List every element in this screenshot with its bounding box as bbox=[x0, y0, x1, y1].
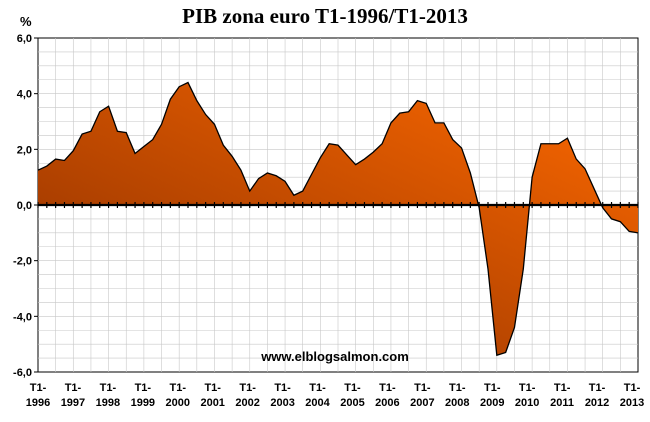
x-tick-label-top: T1- bbox=[65, 382, 82, 394]
x-tick-label-year: 2011 bbox=[550, 397, 574, 409]
x-tick-label-year: 2010 bbox=[515, 397, 539, 409]
x-tick-label-top: T1- bbox=[484, 382, 501, 394]
y-axis-unit-label: % bbox=[20, 14, 32, 29]
x-tick-label-year: 2003 bbox=[270, 397, 294, 409]
x-tick-label-top: T1- bbox=[624, 382, 641, 394]
series-line bbox=[37, 81, 639, 357]
x-tick-label-year: 2007 bbox=[410, 397, 434, 409]
x-tick-label-top: T1- bbox=[309, 382, 326, 394]
y-tick-label: 2,0 bbox=[17, 144, 32, 156]
y-tick-label: 6,0 bbox=[17, 33, 32, 45]
axes bbox=[34, 37, 639, 373]
x-tick-label-year: 2004 bbox=[305, 397, 330, 409]
x-tick-label-top: T1- bbox=[170, 382, 187, 394]
area-fill bbox=[38, 82, 638, 356]
x-tick-label-year: 2006 bbox=[375, 397, 399, 409]
x-tick-label-year: 2012 bbox=[585, 397, 609, 409]
y-tick-label: -2,0 bbox=[13, 256, 32, 268]
x-tick-label-top: T1- bbox=[344, 382, 361, 394]
x-tick-labels: T1- 1996 T1- 1997 T1- 1998 T1- 1999 T1- 2000 T1- 20… bbox=[26, 382, 644, 409]
x-tick-label-top: T1- bbox=[589, 382, 606, 394]
y-tick-label: 4,0 bbox=[17, 89, 32, 101]
x-tick-label-year: 2005 bbox=[340, 397, 364, 409]
x-tick-label-year: 2008 bbox=[445, 397, 469, 409]
x-tick-label-top: T1- bbox=[204, 382, 221, 394]
y-tick-label: 0,0 bbox=[17, 200, 32, 212]
x-tick-label-year: 2013 bbox=[620, 397, 644, 409]
x-tick-label-year: 2000 bbox=[166, 397, 190, 409]
x-tick-label-top: T1- bbox=[274, 382, 291, 394]
source-annotation: www.elblogsalmon.com bbox=[260, 349, 409, 364]
x-tick-label-year: 1999 bbox=[131, 397, 155, 409]
x-tick-label-top: T1- bbox=[414, 382, 431, 394]
x-tick-label-top: T1- bbox=[519, 382, 536, 394]
x-tick-label-year: 2009 bbox=[480, 397, 504, 409]
area-series bbox=[37, 81, 639, 357]
x-tick-label-year: 1996 bbox=[26, 397, 50, 409]
x-tick-label-top: T1- bbox=[100, 382, 117, 394]
x-tick-label-top: T1- bbox=[554, 382, 571, 394]
x-tick-label-top: T1- bbox=[135, 382, 152, 394]
x-tick-label-year: 1998 bbox=[96, 397, 120, 409]
x-tick-label-year: 2001 bbox=[200, 397, 224, 409]
y-tick-labels: 6,0 4,0 2,0 0,0 -2,0 -4,0 -6,0 bbox=[13, 33, 32, 379]
y-tick-label: -6,0 bbox=[13, 367, 32, 379]
x-tick-label-top: T1- bbox=[30, 382, 47, 394]
chart-title: PIB zona euro T1-1996/T1-2013 bbox=[182, 4, 468, 28]
x-tick-label-top: T1- bbox=[239, 382, 256, 394]
x-tick-label-top: T1- bbox=[379, 382, 396, 394]
x-tick-label-year: 2002 bbox=[235, 397, 259, 409]
y-tick-label: -4,0 bbox=[13, 311, 32, 323]
x-tick-label-year: 1997 bbox=[61, 397, 85, 409]
x-tick-label-top: T1- bbox=[449, 382, 466, 394]
